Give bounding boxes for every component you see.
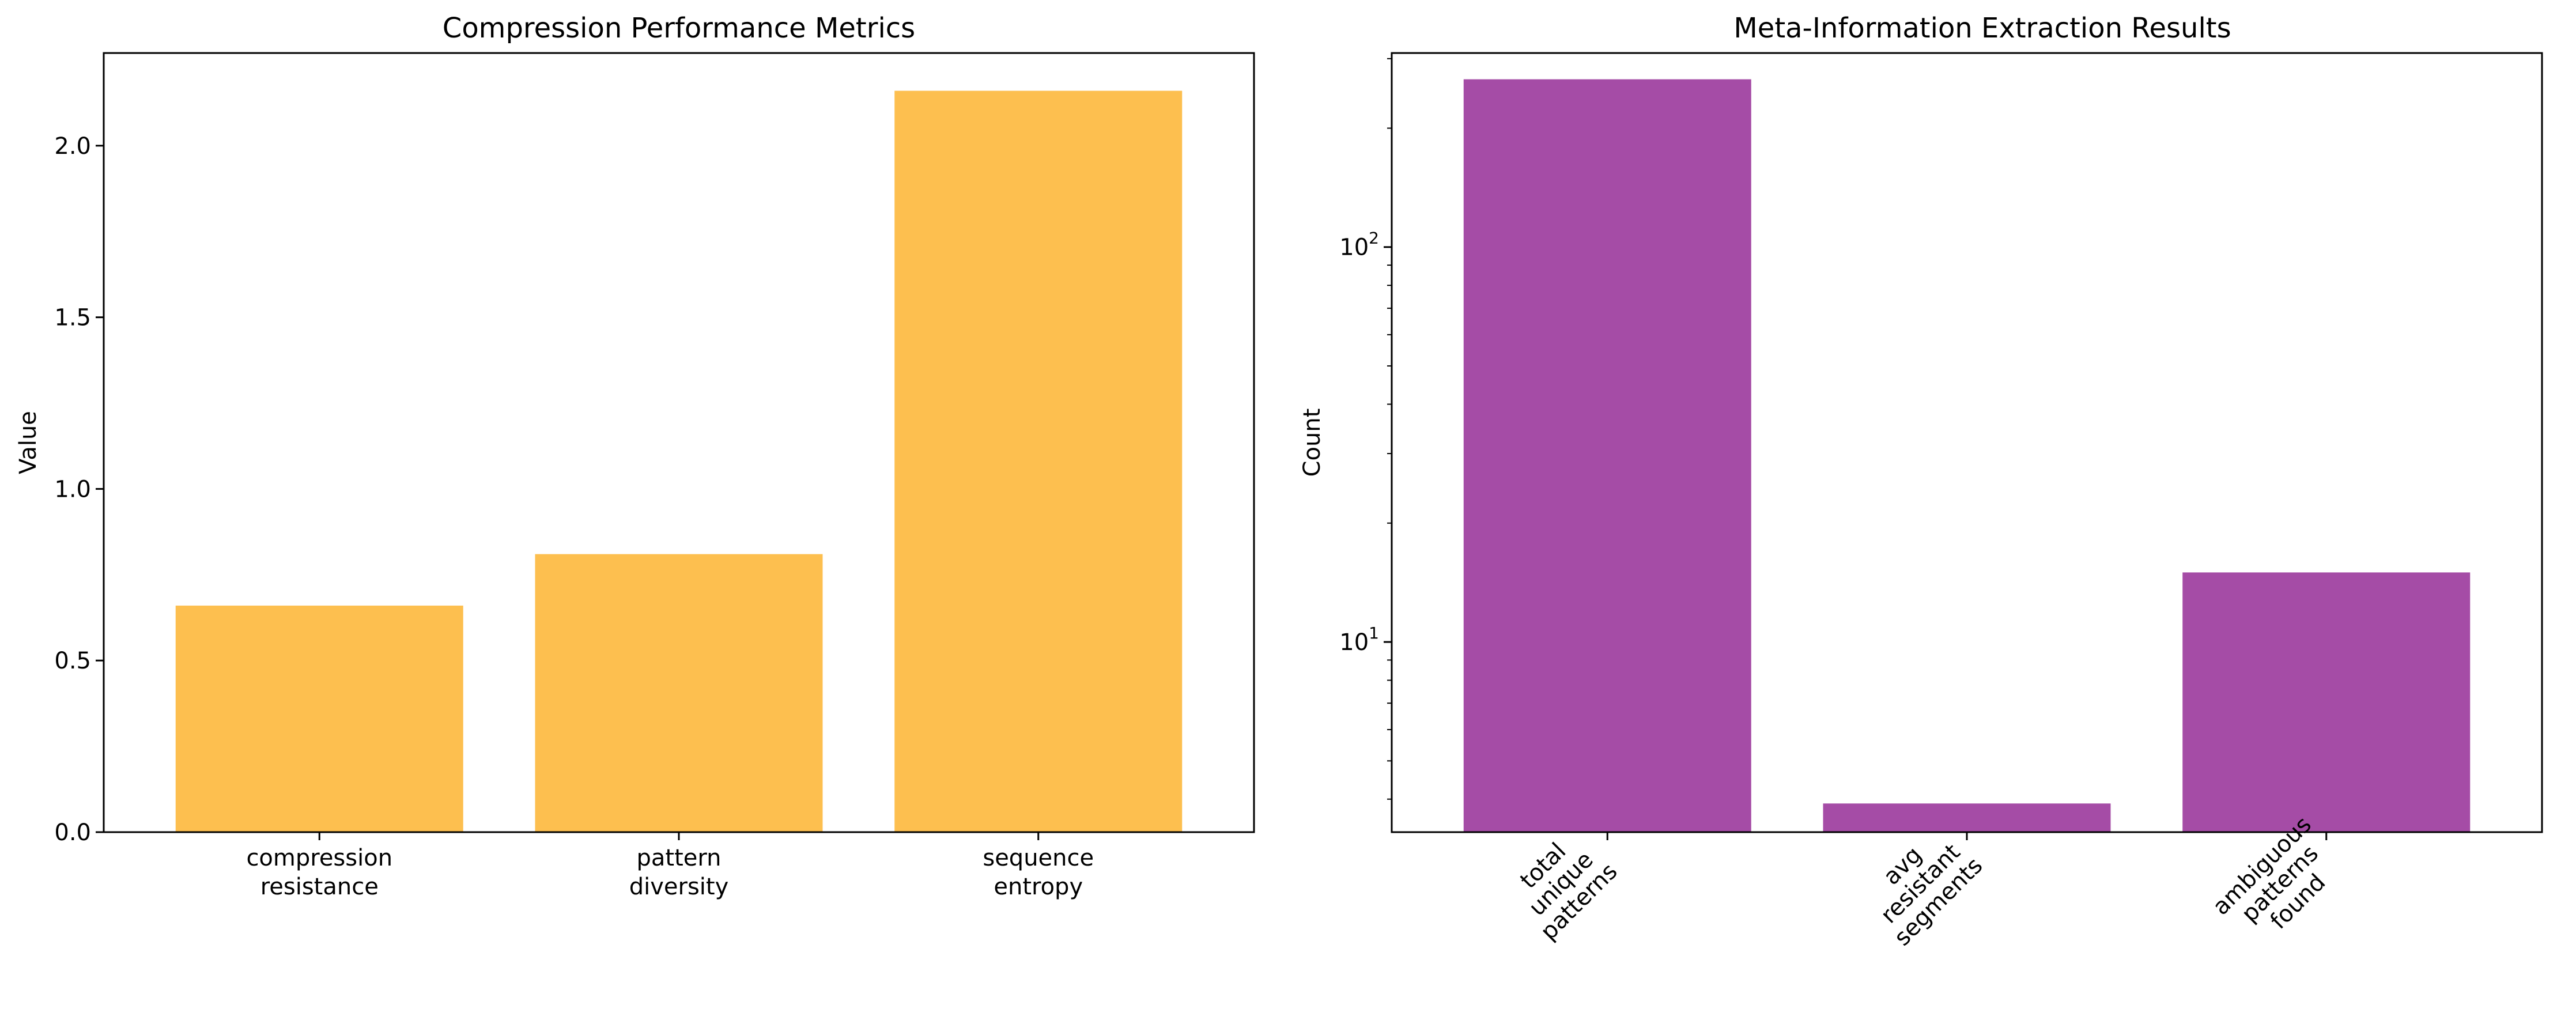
y-ticks: 101 102 — [1339, 58, 1392, 800]
y-tick-label: 102 — [1339, 229, 1379, 261]
y-axis-label: Count — [1299, 409, 1325, 477]
y-tick-label: 0.0 — [54, 819, 91, 846]
bar-1 — [1823, 803, 2111, 832]
bar-0 — [1463, 79, 1751, 832]
bar-2 — [894, 90, 1183, 833]
axes-frame — [103, 52, 1255, 833]
chart-title: Meta-Information Extraction Results — [1733, 12, 2231, 44]
bars — [175, 90, 1183, 833]
x-tick-label: compression resistance — [246, 845, 392, 900]
x-ticks: totaluniquepatterns avgresistantsegments a… — [1499, 811, 2352, 956]
meta-information-chart: Meta-Information Extraction Results Coun… — [1299, 12, 2543, 956]
y-tick-label: 0.5 — [54, 648, 91, 674]
chart-title: Compression Performance Metrics — [443, 12, 915, 44]
x-tick-label-text: totaluniquepatterns — [1499, 822, 1622, 945]
x-tick-label: totaluniquepatterns — [1499, 822, 1622, 945]
bar-1 — [535, 554, 823, 832]
x-tick-label: ambiguouspatternsfound — [2208, 811, 2352, 956]
x-tick-label-text: ambiguouspatternsfound — [2208, 811, 2352, 956]
x-tick-label: sequence entropy — [983, 845, 1094, 900]
compression-metrics-chart: Compression Performance Metrics Value 0.… — [15, 12, 1255, 900]
y-ticks: 0.0 0.5 1.0 1.5 2.0 — [54, 133, 104, 846]
y-axis-label: Value — [15, 411, 41, 474]
bars — [1463, 79, 2471, 832]
y-tick-label: 1.5 — [54, 305, 91, 331]
x-ticks: compression resistance pattern diversity seq… — [246, 832, 1094, 900]
y-tick-label: 1.0 — [54, 476, 91, 503]
x-tick-label: pattern diversity — [629, 845, 729, 900]
axes-frame — [1391, 52, 2543, 833]
bar-0 — [175, 605, 463, 832]
y-tick-label: 2.0 — [54, 133, 91, 160]
bar-2 — [2182, 572, 2471, 832]
y-tick-label: 101 — [1339, 624, 1379, 656]
